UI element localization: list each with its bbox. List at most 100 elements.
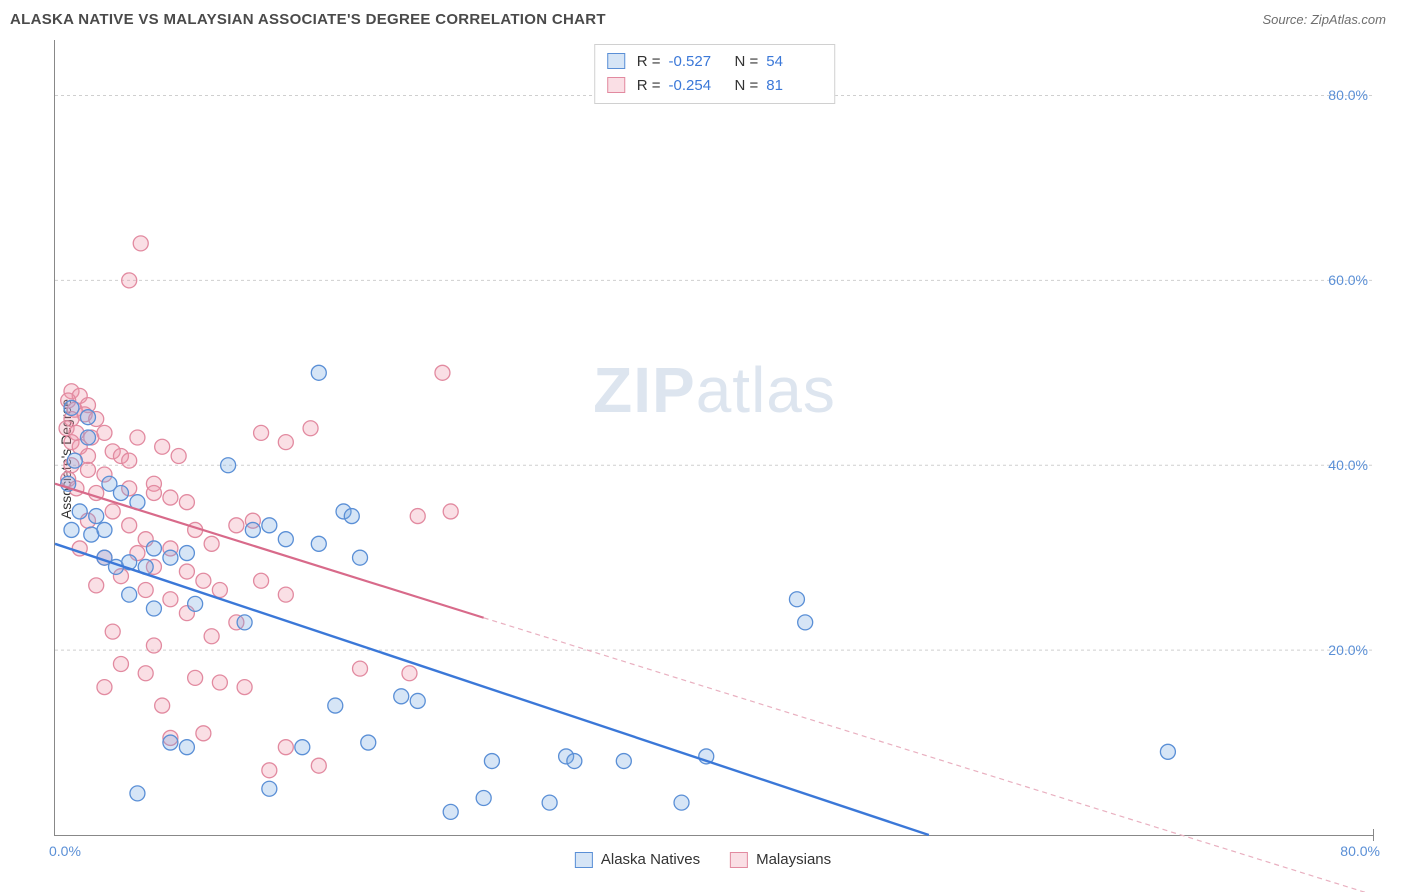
- scatter-svg: [55, 40, 1374, 835]
- point-alaska: [567, 754, 582, 769]
- point-malaysian: [105, 624, 120, 639]
- point-malaysian: [130, 430, 145, 445]
- point-malaysian: [303, 421, 318, 436]
- point-alaska: [311, 365, 326, 380]
- point-malaysian: [105, 504, 120, 519]
- point-alaska: [410, 693, 425, 708]
- point-alaska: [163, 735, 178, 750]
- y-tick-label: 60.0%: [1328, 272, 1368, 288]
- point-malaysian: [122, 453, 137, 468]
- swatch-malaysian-icon: [730, 852, 748, 868]
- x-axis-right-tick: [1373, 829, 1374, 841]
- x-tick-left: 0.0%: [49, 843, 81, 859]
- point-alaska: [476, 791, 491, 806]
- point-alaska: [295, 740, 310, 755]
- chart-title: ALASKA NATIVE VS MALAYSIAN ASSOCIATE'S D…: [10, 11, 606, 28]
- legend-row-alaska: R = -0.527 N = 54: [607, 49, 821, 73]
- point-malaysian: [113, 656, 128, 671]
- point-malaysian: [133, 236, 148, 251]
- point-malaysian: [204, 629, 219, 644]
- point-alaska: [443, 804, 458, 819]
- legend-item-alaska: Alaska Natives: [575, 851, 700, 868]
- point-malaysian: [229, 518, 244, 533]
- point-alaska: [616, 754, 631, 769]
- source-attribution: Source: ZipAtlas.com: [1262, 12, 1386, 27]
- point-alaska: [798, 615, 813, 630]
- point-alaska: [89, 509, 104, 524]
- point-alaska: [188, 596, 203, 611]
- point-alaska: [122, 587, 137, 602]
- point-malaysian: [179, 495, 194, 510]
- point-alaska: [245, 522, 260, 537]
- point-malaysian: [204, 536, 219, 551]
- point-malaysian: [212, 675, 227, 690]
- point-malaysian: [278, 740, 293, 755]
- point-alaska: [311, 536, 326, 551]
- point-alaska: [80, 410, 95, 425]
- point-malaysian: [196, 726, 211, 741]
- trend-line: [55, 544, 929, 835]
- point-malaysian: [80, 462, 95, 477]
- chart-container: Associate's Degree ZIPatlas R = -0.527 N…: [12, 40, 1394, 878]
- point-alaska: [67, 453, 82, 468]
- n-value-malaysian: 81: [766, 77, 820, 94]
- point-malaysian: [278, 435, 293, 450]
- series-legend: Alaska Natives Malaysians: [575, 851, 831, 868]
- point-alaska: [237, 615, 252, 630]
- r-value-malaysian: -0.254: [669, 77, 723, 94]
- point-malaysian: [196, 573, 211, 588]
- point-alaska: [130, 786, 145, 801]
- point-alaska: [328, 698, 343, 713]
- point-alaska: [542, 795, 557, 810]
- correlation-legend: R = -0.527 N = 54 R = -0.254 N = 81: [594, 44, 836, 104]
- point-alaska: [179, 740, 194, 755]
- point-malaysian: [146, 638, 161, 653]
- point-alaska: [163, 550, 178, 565]
- point-malaysian: [97, 425, 112, 440]
- point-malaysian: [262, 763, 277, 778]
- point-malaysian: [443, 504, 458, 519]
- plot-area: ZIPatlas R = -0.527 N = 54 R = -0.254 N …: [54, 40, 1374, 836]
- point-alaska: [674, 795, 689, 810]
- point-malaysian: [410, 509, 425, 524]
- point-malaysian: [311, 758, 326, 773]
- point-alaska: [278, 532, 293, 547]
- point-malaysian: [254, 425, 269, 440]
- point-alaska: [113, 485, 128, 500]
- point-malaysian: [155, 439, 170, 454]
- point-malaysian: [163, 490, 178, 505]
- point-malaysian: [138, 583, 153, 598]
- point-malaysian: [89, 578, 104, 593]
- point-alaska: [484, 754, 499, 769]
- point-malaysian: [254, 573, 269, 588]
- point-alaska: [64, 522, 79, 537]
- point-alaska: [179, 546, 194, 561]
- point-malaysian: [122, 518, 137, 533]
- point-malaysian: [155, 698, 170, 713]
- point-malaysian: [402, 666, 417, 681]
- n-value-alaska: 54: [766, 53, 820, 70]
- swatch-alaska-icon: [575, 852, 593, 868]
- point-malaysian: [122, 273, 137, 288]
- legend-item-malaysian: Malaysians: [730, 851, 831, 868]
- point-alaska: [789, 592, 804, 607]
- point-alaska: [72, 504, 87, 519]
- point-malaysian: [278, 587, 293, 602]
- x-tick-right: 80.0%: [1340, 843, 1380, 859]
- y-tick-label: 80.0%: [1328, 87, 1368, 103]
- point-alaska: [262, 781, 277, 796]
- point-alaska: [344, 509, 359, 524]
- legend-row-malaysian: R = -0.254 N = 81: [607, 73, 821, 97]
- point-malaysian: [435, 365, 450, 380]
- point-alaska: [221, 458, 236, 473]
- point-alaska: [353, 550, 368, 565]
- y-tick-label: 20.0%: [1328, 642, 1368, 658]
- point-alaska: [361, 735, 376, 750]
- point-malaysian: [353, 661, 368, 676]
- point-alaska: [1160, 744, 1175, 759]
- point-alaska: [97, 522, 112, 537]
- source-link[interactable]: ZipAtlas.com: [1311, 12, 1386, 27]
- point-malaysian: [146, 485, 161, 500]
- point-alaska: [262, 518, 277, 533]
- y-tick-label: 40.0%: [1328, 457, 1368, 473]
